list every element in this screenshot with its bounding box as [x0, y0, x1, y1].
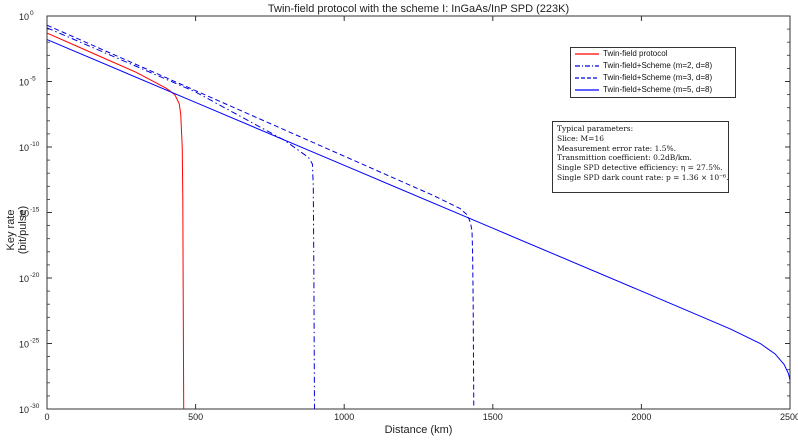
y-tick-exponent: -15 [30, 207, 40, 214]
y-tick-label: 10 [19, 340, 29, 350]
y-axis-label: Key rate (bit/pulse) [5, 205, 29, 255]
legend: Twin-field protocol Twin-field+Scheme (m… [570, 47, 736, 98]
y-tick-label: 10 [19, 143, 29, 153]
y-tick-label: 10 [19, 12, 29, 22]
y-tick-exponent: -30 [30, 403, 40, 410]
chart-title: Twin-field protocol with the scheme I: I… [267, 3, 570, 15]
x-tick-label: 2500 [780, 412, 798, 422]
parameter-line: Single SPD dark count rate: p = 1.36 × 1… [557, 172, 729, 182]
x-tick-label: 0 [44, 412, 49, 422]
parameters-header: Typical parameters: [557, 124, 634, 133]
y-tick-exponent: -5 [30, 76, 36, 83]
legend-label: Twin-field protocol [603, 49, 668, 58]
x-tick-label: 1000 [334, 412, 354, 422]
parameter-line: Slice: M=16 [557, 133, 604, 143]
legend-swatch [575, 53, 599, 55]
y-tick-label: 10 [19, 209, 29, 219]
series-line-3 [46, 24, 475, 410]
series-group [46, 24, 791, 410]
y-tick-label: 10 [19, 274, 29, 284]
x-tick-label: 1500 [483, 412, 503, 422]
parameter-line: Measurement error rate: 1.5%. [557, 143, 677, 153]
y-tick-exponent: -20 [30, 272, 40, 279]
legend-item: Twin-field+Scheme (m=3, d=8) [571, 72, 735, 84]
x-tick-label: 500 [188, 412, 203, 422]
parameter-line: Transmittion coefficient: 0.2dB/km. [557, 153, 692, 163]
x-axis-label: Distance (km) [384, 424, 453, 436]
legend-swatch [575, 77, 599, 79]
series-line-2 [46, 27, 315, 410]
x-tick-label: 2000 [631, 412, 651, 422]
legend-item: Twin-field protocol [571, 48, 735, 60]
legend-item: Twin-field+Scheme (m=2, d=8) [571, 60, 735, 72]
legend-swatch [575, 89, 599, 91]
legend-label: Twin-field+Scheme (m=3, d=8) [603, 73, 713, 82]
y-tick-exponent: -10 [30, 141, 40, 148]
series-line-4 [46, 39, 791, 381]
legend-label: Twin-field+Scheme (m=2, d=8) [603, 61, 713, 70]
parameters-annotation: Typical parameters: Slice: M=16 Measurem… [552, 121, 729, 193]
y-tick-exponent: -25 [30, 338, 40, 345]
parameter-line: Single SPD detective efficiency: η = 27.… [557, 163, 723, 173]
legend-label: Twin-field+Scheme (m=5, d=8) [603, 85, 713, 94]
legend-swatch [575, 65, 599, 67]
series-line-1 [46, 32, 185, 410]
y-tick-label: 10 [19, 405, 29, 415]
y-tick-exponent: 0 [30, 10, 34, 17]
y-tick-label: 10 [19, 78, 29, 88]
legend-item: Twin-field+Scheme (m=5, d=8) [571, 84, 735, 96]
